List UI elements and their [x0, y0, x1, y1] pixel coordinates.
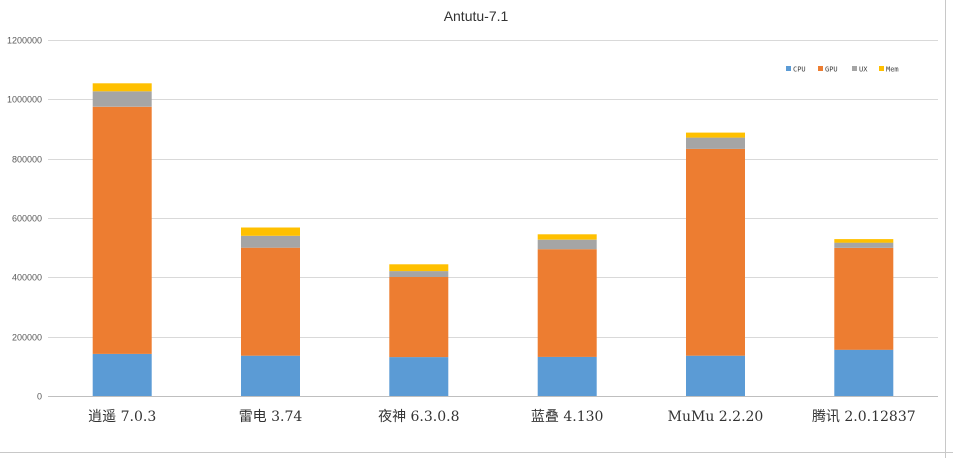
bar-segment-ux	[92, 91, 152, 107]
y-tick-label: 800000	[12, 155, 42, 165]
bar-segment-ux	[537, 239, 597, 250]
y-tick-label: 400000	[12, 273, 42, 283]
window-edge-right	[945, 0, 946, 458]
x-tick-label: 腾讯 2.0.12837	[812, 408, 916, 425]
y-tick-label: 0	[37, 392, 42, 402]
legend-label: UX	[859, 66, 868, 74]
bar-segment-gpu	[537, 249, 597, 357]
bar-segment-cpu	[686, 355, 745, 396]
bar-segment-cpu	[834, 349, 894, 396]
bar-segment-mem	[537, 234, 597, 240]
bar-segment-ux	[834, 242, 894, 248]
bar-segment-cpu	[389, 357, 449, 396]
chart-title: Antutu-7.1	[444, 8, 509, 24]
y-tick-label: 600000	[12, 214, 42, 224]
bar-segment-mem	[389, 264, 449, 272]
bar-segment-gpu	[92, 106, 152, 354]
bar-segment-ux	[686, 137, 745, 149]
x-tick-label: 蓝叠 4.130	[531, 409, 604, 425]
window-edge-bottom	[0, 452, 953, 453]
bar-segment-mem	[241, 227, 300, 236]
legend-swatch-mem	[879, 66, 884, 71]
y-tick-label: 1000000	[7, 95, 42, 105]
bar-segment-mem	[92, 83, 152, 92]
bars	[92, 83, 894, 396]
legend-swatch-cpu	[786, 66, 791, 71]
bar-segment-gpu	[389, 277, 449, 358]
bar-segment-ux	[389, 271, 449, 277]
legend-label: Mem	[886, 66, 899, 74]
bar-segment-ux	[241, 235, 300, 248]
y-axis-ticks: 0 200000 400000 600000 800000 1000000 1200000	[7, 36, 42, 402]
bar-segment-cpu	[92, 353, 152, 396]
bar-segment-gpu	[241, 247, 300, 356]
x-axis-ticks: 逍遥 7.0.3 雷电 3.74 夜神 6.3.0.8 蓝叠 4.130 MuMu 2.…	[88, 408, 915, 425]
bar-segment-cpu	[537, 356, 597, 396]
bar-segment-mem	[686, 132, 745, 138]
legend-swatch-gpu	[818, 66, 823, 71]
legend: CPU GPU UX Mem	[786, 66, 899, 74]
bar-segment-cpu	[241, 355, 300, 396]
x-tick-label: MuMu 2.2.20	[668, 409, 764, 425]
gridlines	[48, 40, 938, 397]
x-tick-label: 夜神 6.3.0.8	[378, 409, 459, 425]
legend-label: CPU	[793, 66, 806, 74]
y-tick-label: 1200000	[7, 36, 42, 46]
bar-segment-gpu	[834, 248, 894, 350]
x-tick-label: 逍遥 7.0.3	[88, 409, 156, 425]
y-tick-label: 200000	[12, 333, 42, 343]
legend-label: GPU	[825, 66, 838, 74]
bar-segment-gpu	[686, 148, 745, 356]
bar-segment-mem	[834, 239, 894, 243]
legend-swatch-ux	[852, 66, 857, 71]
x-tick-label: 雷电 3.74	[239, 409, 303, 425]
